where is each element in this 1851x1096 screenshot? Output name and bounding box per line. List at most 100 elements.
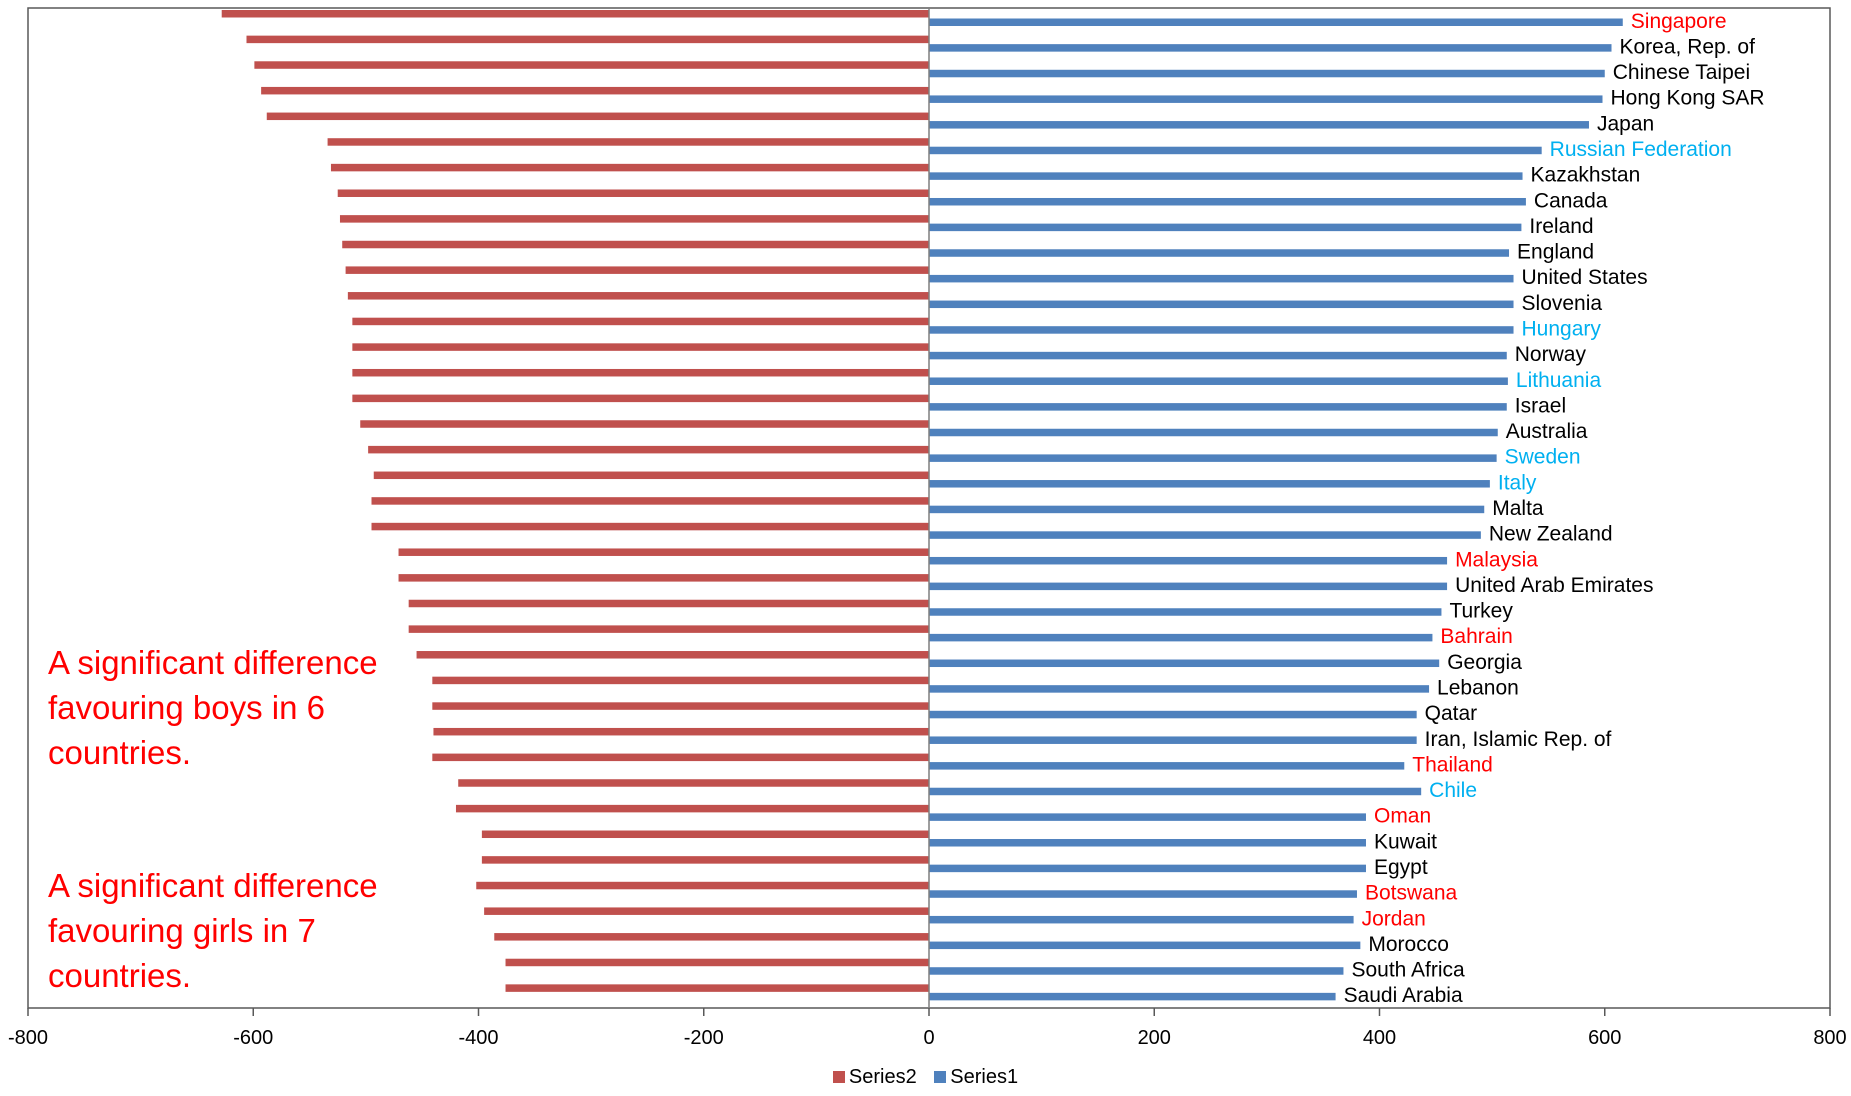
- legend-item-series1: Series1: [934, 1066, 1018, 1089]
- country-label: Korea, Rep. of: [1620, 35, 1756, 58]
- country-label: Saudi Arabia: [1344, 984, 1463, 1007]
- bar-series2: [432, 676, 929, 685]
- bar-series1: [929, 762, 1405, 770]
- bar-series2: [481, 856, 929, 864]
- legend-label-series2: Series2: [848, 1066, 917, 1088]
- bar-series2: [345, 266, 929, 274]
- bar-series1: [929, 890, 1357, 898]
- bar-series2: [416, 651, 929, 659]
- country-label: Lebanon: [1437, 676, 1519, 699]
- bars-group: [221, 10, 1623, 1001]
- legend: Series2 Series1: [0, 1066, 1851, 1089]
- bar-series2: [330, 163, 929, 172]
- bar-series2: [505, 958, 929, 967]
- bar-series2: [455, 804, 929, 813]
- bar-series2: [360, 420, 929, 428]
- country-label: Morocco: [1368, 933, 1449, 956]
- bar-series2: [458, 779, 929, 787]
- x-axis: -800 -600 -400 -200 0 200 400 600 800: [8, 8, 1847, 1049]
- country-label: Russian Federation: [1550, 138, 1732, 161]
- bar-series1: [929, 480, 1490, 488]
- bar-series1: [929, 172, 1523, 180]
- country-label: Hong Kong SAR: [1610, 87, 1764, 110]
- country-label: Norway: [1515, 343, 1587, 366]
- bar-series1: [929, 146, 1542, 155]
- bar-series1: [929, 787, 1422, 796]
- bar-series1: [929, 197, 1526, 206]
- country-label: Ireland: [1529, 215, 1593, 238]
- bar-series2: [433, 727, 929, 736]
- country-label: Bahrain: [1440, 625, 1512, 648]
- bar-series2: [481, 830, 929, 839]
- country-label: Qatar: [1425, 702, 1478, 725]
- country-label: Slovenia: [1522, 292, 1603, 315]
- country-label: Botswana: [1365, 882, 1458, 905]
- country-label: Malaysia: [1455, 548, 1538, 571]
- country-label: Georgia: [1447, 651, 1522, 674]
- x-tick-label: 600: [1588, 1027, 1621, 1049]
- country-label: Oman: [1374, 805, 1431, 828]
- bar-series2: [352, 368, 929, 377]
- bar-series1: [929, 428, 1498, 437]
- bar-series2: [505, 984, 929, 992]
- bar-series2: [342, 240, 929, 249]
- legend-label-series1: Series1: [950, 1066, 1019, 1088]
- annotation-boys: A significant difference favouring boys …: [48, 644, 378, 771]
- bar-series1: [929, 839, 1366, 847]
- country-label: Kazakhstan: [1531, 164, 1641, 187]
- bar-series1: [929, 659, 1440, 668]
- bar-series1: [929, 556, 1448, 565]
- x-tick-label: -800: [8, 1027, 48, 1049]
- bar-series2: [221, 10, 930, 18]
- bar-series1: [929, 121, 1589, 129]
- country-label: Turkey: [1449, 600, 1513, 623]
- country-label: New Zealand: [1489, 523, 1613, 546]
- legend-swatch-series1: [934, 1071, 947, 1083]
- bar-series1: [929, 18, 1623, 26]
- bar-series2: [339, 215, 929, 223]
- country-label: United States: [1522, 266, 1648, 289]
- country-label: South Africa: [1351, 959, 1465, 982]
- x-tick-label: 200: [1138, 1027, 1171, 1049]
- bar-series2: [352, 317, 929, 326]
- bar-series2: [373, 471, 929, 480]
- bar-series2: [371, 497, 930, 505]
- bar-series1: [929, 967, 1344, 975]
- country-label: Malta: [1492, 497, 1544, 520]
- bar-series2: [266, 112, 929, 121]
- bar-series2: [261, 86, 929, 95]
- country-label: England: [1517, 241, 1594, 264]
- bar-series1: [929, 608, 1442, 616]
- bar-series2: [368, 445, 929, 454]
- country-label: Chinese Taipei: [1613, 61, 1750, 84]
- country-label: Australia: [1506, 420, 1588, 443]
- bar-series1: [929, 864, 1366, 873]
- bar-series2: [432, 753, 929, 762]
- bar-series1: [929, 44, 1612, 52]
- bar-series1: [929, 992, 1336, 1001]
- bar-series1: [929, 69, 1605, 78]
- bar-series1: [929, 274, 1514, 283]
- bar-series2: [337, 189, 929, 197]
- country-label: Chile: [1429, 779, 1477, 802]
- bar-series2: [352, 394, 929, 403]
- bar-series2: [246, 35, 929, 44]
- country-label: Kuwait: [1374, 830, 1437, 853]
- bar-series2: [327, 138, 929, 146]
- country-label: Sweden: [1505, 446, 1581, 469]
- x-tick-label: -200: [684, 1027, 724, 1049]
- x-tick-label: 400: [1363, 1027, 1396, 1049]
- bar-series1: [929, 813, 1366, 821]
- country-label: Singapore: [1631, 10, 1727, 33]
- bar-series2: [494, 933, 929, 941]
- x-tick-label: -600: [233, 1027, 273, 1049]
- country-label: Hungary: [1522, 318, 1602, 341]
- country-label: Egypt: [1374, 856, 1428, 879]
- country-label: Canada: [1534, 189, 1608, 212]
- bar-series1: [929, 915, 1354, 924]
- legend-item-series2: Series2: [832, 1066, 917, 1089]
- x-tick-label: 800: [1813, 1027, 1846, 1049]
- bar-series1: [929, 377, 1508, 385]
- bar-series2: [408, 599, 929, 608]
